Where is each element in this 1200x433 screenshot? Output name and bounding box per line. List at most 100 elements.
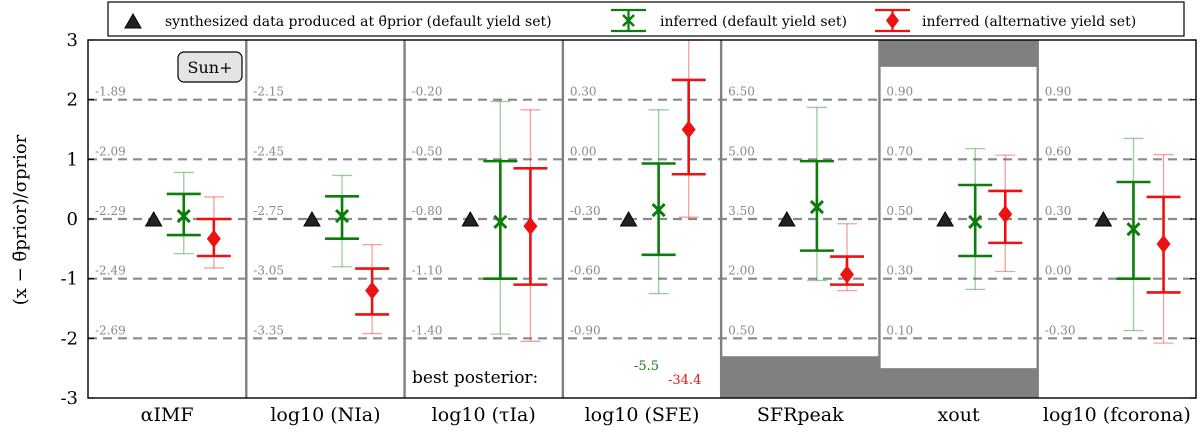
axes: αIMF log10 (NIa) log10 (τIa) log10 (SFE) SFR… xyxy=(60,30,1196,426)
panel-tick-label: 0.30 xyxy=(1045,204,1072,218)
default-marker xyxy=(651,202,666,218)
shaded-region-bottom xyxy=(879,368,1038,398)
default-marker-stroke xyxy=(493,214,508,230)
x-tick-label: xout xyxy=(938,404,980,426)
panel-tick-label: 3.50 xyxy=(728,204,755,218)
default-marker-stroke xyxy=(809,200,824,215)
default-marker xyxy=(968,214,983,230)
default-marker xyxy=(1126,222,1141,237)
alternative-marker xyxy=(1156,235,1171,254)
default-marker xyxy=(334,208,350,224)
panel-tick-label: 0.50 xyxy=(886,204,913,218)
panel-tick-label: 0.70 xyxy=(886,144,913,158)
panel-tick-label: -2.49 xyxy=(95,264,126,278)
default-marker-stroke xyxy=(176,208,191,224)
panel-tick-label: -0.20 xyxy=(412,85,443,99)
panel-tick-label: 0.60 xyxy=(1045,144,1072,158)
x-tick-label: log10 (fcorona) xyxy=(1043,404,1191,426)
panel-tick-label: -3.05 xyxy=(253,264,284,278)
grid-lines xyxy=(88,98,1196,340)
legend-entry-synthesized: synthesized data produced at θ̄prior (de… xyxy=(165,14,552,30)
x-tick-label: log10 (NIa) xyxy=(270,404,380,426)
best-posterior-alternative-value: -34.4 xyxy=(668,373,701,388)
y-tick-label: 1 xyxy=(67,149,78,170)
panel-tick-label: -2.15 xyxy=(253,85,284,99)
panel-tick-label: -2.75 xyxy=(253,204,284,218)
alternative-marker xyxy=(206,229,221,248)
default-marker xyxy=(176,208,191,224)
best-posterior-default-value: -5.5 xyxy=(634,359,659,374)
error-bars xyxy=(166,39,1181,344)
synthesized-marker xyxy=(303,210,321,227)
panel-tick-label: -1.10 xyxy=(412,264,443,278)
y-tick-label: -2 xyxy=(60,328,78,349)
panel-tick-label: 5.00 xyxy=(728,144,755,158)
legend-diamond-marker xyxy=(875,8,910,33)
legend: synthesized data produced at θ̄prior (de… xyxy=(107,1,1185,37)
x-tick-label: αIMF xyxy=(141,404,194,426)
y-tick-label: -1 xyxy=(60,269,78,290)
default-marker xyxy=(809,200,824,215)
panel-tick-label: 0.00 xyxy=(1045,264,1072,278)
panel-tick-label: 0.00 xyxy=(570,144,597,158)
panel-tick-label: -0.50 xyxy=(412,144,443,158)
panel-tick-label: -2.45 xyxy=(253,144,284,158)
panel-tick-label: -2.09 xyxy=(95,144,126,158)
panel-tick-labels: -1.89 -2.09 -2.29 -2.49 -2.69 -2.15 -2.45 -2.75… xyxy=(95,85,1075,338)
synthesized-marker xyxy=(144,210,163,227)
shaded-region-top xyxy=(879,40,1038,67)
default-marker xyxy=(493,214,508,230)
panel-tick-label: 0.30 xyxy=(886,264,913,278)
sun-label: Sun+ xyxy=(188,58,233,77)
markers xyxy=(144,120,1171,300)
default-marker-stroke xyxy=(1126,222,1141,237)
default-marker-stroke xyxy=(968,214,983,230)
panel-tick-label: -0.30 xyxy=(570,204,601,218)
panel-tick-label: 2.00 xyxy=(728,264,755,278)
alternative-marker xyxy=(523,217,538,236)
synthesized-marker xyxy=(936,210,954,227)
panel-tick-label: -0.90 xyxy=(570,323,601,337)
panel-tick-label: -2.29 xyxy=(95,204,126,218)
x-tick-label: log10 (SFE) xyxy=(585,404,700,426)
panel-tick-label: -2.69 xyxy=(95,323,126,337)
panel-tick-label: -0.60 xyxy=(570,264,601,278)
panel-tick-label: -0.30 xyxy=(1045,323,1076,337)
synthesized-marker xyxy=(1094,210,1113,227)
best-posterior-label: best posterior: xyxy=(412,368,538,388)
y-tick-label: -3 xyxy=(60,388,78,409)
y-tick-label: 3 xyxy=(67,30,78,51)
legend-entry-alternative: inferred (alternative yield set) xyxy=(922,14,1136,30)
alternative-marker xyxy=(681,120,696,139)
panel-tick-label: 0.10 xyxy=(886,323,913,337)
legend-entry-default: inferred (default yield set) xyxy=(660,14,847,30)
alternative-marker xyxy=(998,205,1013,224)
default-marker-stroke xyxy=(334,208,350,224)
x-tick-label: SFRpeak xyxy=(757,404,844,426)
sun-label-box: Sun+ xyxy=(177,51,243,83)
default-marker-stroke xyxy=(651,202,666,218)
shaded-region-bottom xyxy=(721,356,880,398)
panel-tick-label: -3.35 xyxy=(253,323,284,337)
legend-x-marker xyxy=(611,8,646,33)
y-tick-label: 0 xyxy=(67,209,78,230)
panel-tick-label: -1.89 xyxy=(95,85,126,99)
synthesized-marker xyxy=(619,210,638,227)
panel-tick-label: 0.30 xyxy=(570,85,597,99)
panel-tick-label: 6.50 xyxy=(728,85,755,99)
synthesized-marker xyxy=(777,210,796,227)
x-tick-label: log10 (τIa) xyxy=(432,404,536,426)
alternative-marker xyxy=(365,281,380,300)
panel-tick-label: -1.40 xyxy=(412,323,443,337)
shaded-regions xyxy=(721,40,1038,398)
panel-tick-label: -0.80 xyxy=(412,204,443,218)
panel-tick-label: 0.90 xyxy=(886,85,913,99)
y-tick-label: 2 xyxy=(67,90,78,111)
y-axis-label: (x − θ̄prior)/σprior xyxy=(10,134,31,305)
synthesized-marker xyxy=(461,210,480,227)
alternative-marker xyxy=(839,265,854,284)
panel-tick-label: 0.90 xyxy=(1045,85,1072,99)
legend-triangle-marker xyxy=(124,12,142,29)
panel-tick-label: 0.50 xyxy=(728,323,755,337)
